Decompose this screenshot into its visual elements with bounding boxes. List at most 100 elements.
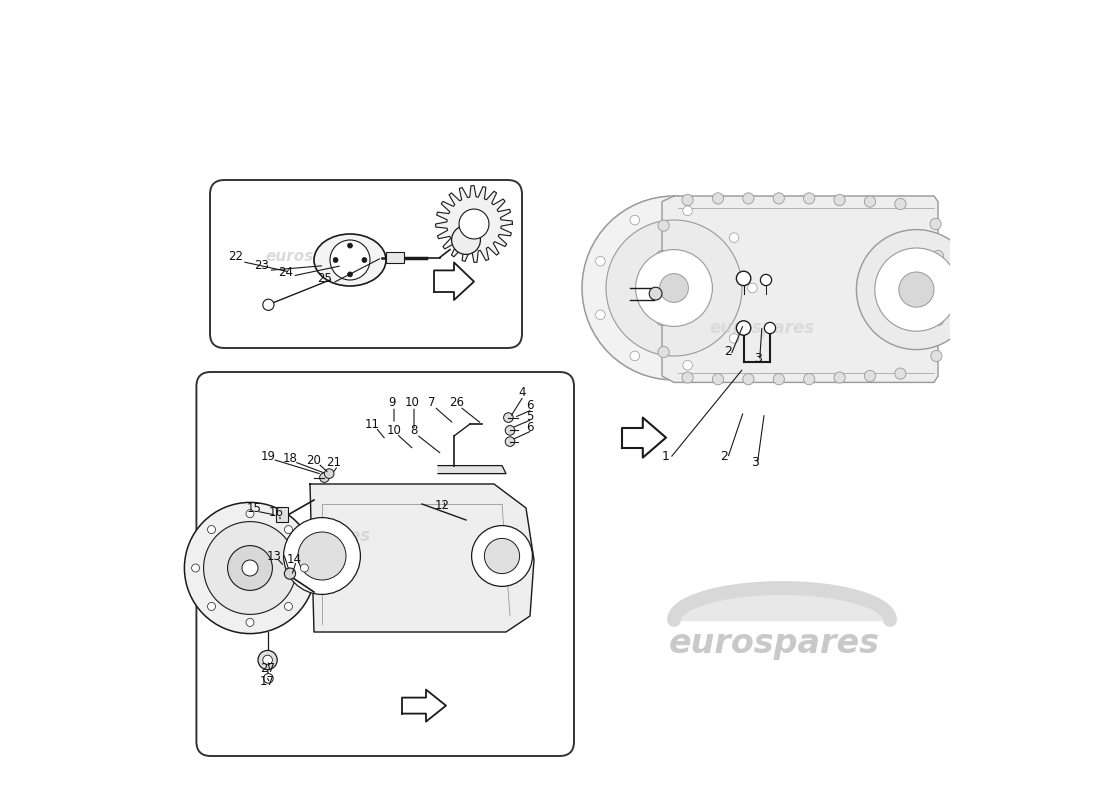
Circle shape	[660, 274, 689, 302]
Circle shape	[324, 469, 334, 478]
Circle shape	[459, 209, 490, 239]
Circle shape	[285, 526, 293, 534]
Text: 7: 7	[428, 396, 436, 409]
Circle shape	[933, 282, 944, 294]
Text: 2: 2	[720, 450, 728, 462]
Circle shape	[773, 374, 784, 385]
Circle shape	[899, 272, 934, 307]
Polygon shape	[434, 262, 474, 300]
Circle shape	[683, 361, 692, 370]
Text: 23: 23	[254, 259, 270, 272]
Circle shape	[857, 230, 977, 350]
Text: 12: 12	[434, 499, 450, 512]
Circle shape	[263, 655, 273, 665]
Circle shape	[246, 510, 254, 518]
Ellipse shape	[314, 234, 386, 286]
Circle shape	[748, 283, 757, 293]
Circle shape	[865, 370, 876, 382]
Circle shape	[362, 258, 366, 262]
FancyBboxPatch shape	[197, 372, 574, 756]
Text: eurospares: eurospares	[266, 249, 362, 263]
Circle shape	[258, 650, 277, 670]
Circle shape	[228, 546, 273, 590]
Circle shape	[582, 196, 766, 380]
Text: 18: 18	[283, 452, 297, 465]
Circle shape	[504, 413, 514, 422]
Circle shape	[208, 526, 216, 534]
Polygon shape	[662, 196, 938, 382]
Circle shape	[320, 473, 329, 482]
Circle shape	[300, 564, 308, 572]
Circle shape	[657, 314, 668, 326]
Circle shape	[729, 233, 739, 242]
Circle shape	[933, 250, 944, 262]
Circle shape	[204, 522, 296, 614]
Text: 14: 14	[286, 553, 301, 566]
Circle shape	[606, 220, 742, 356]
Circle shape	[931, 350, 942, 362]
Text: 26: 26	[449, 396, 464, 409]
Text: 4: 4	[518, 386, 526, 398]
Circle shape	[285, 568, 296, 579]
Text: 15: 15	[246, 502, 262, 514]
Text: eurospares: eurospares	[710, 319, 815, 337]
Circle shape	[658, 346, 669, 358]
Circle shape	[191, 564, 199, 572]
Text: 6: 6	[526, 399, 534, 412]
Text: 3: 3	[751, 456, 759, 469]
Circle shape	[874, 248, 958, 331]
Circle shape	[263, 299, 274, 310]
Text: 13: 13	[266, 550, 282, 562]
Circle shape	[773, 193, 784, 204]
Text: 6: 6	[526, 421, 534, 434]
Circle shape	[452, 226, 481, 254]
Circle shape	[630, 351, 639, 361]
Bar	[276, 507, 288, 522]
Circle shape	[729, 334, 739, 343]
Text: 8: 8	[410, 424, 418, 437]
Circle shape	[742, 374, 754, 385]
Text: 11: 11	[365, 418, 380, 430]
Circle shape	[865, 196, 876, 207]
Circle shape	[894, 368, 906, 379]
Text: 27: 27	[260, 662, 275, 674]
Polygon shape	[621, 418, 665, 458]
Circle shape	[505, 426, 515, 435]
Circle shape	[246, 618, 254, 626]
Circle shape	[636, 250, 713, 326]
Circle shape	[834, 194, 845, 206]
Polygon shape	[436, 186, 513, 262]
Text: 16: 16	[268, 506, 284, 518]
Circle shape	[330, 240, 370, 280]
Circle shape	[658, 220, 669, 231]
Circle shape	[242, 560, 258, 576]
Text: 2: 2	[724, 346, 732, 358]
Text: 21: 21	[327, 456, 341, 469]
Circle shape	[333, 258, 338, 262]
Circle shape	[713, 193, 724, 204]
Circle shape	[649, 287, 662, 300]
Circle shape	[742, 193, 754, 204]
Text: 22: 22	[228, 250, 243, 262]
Polygon shape	[310, 484, 534, 632]
Circle shape	[505, 437, 515, 446]
Circle shape	[284, 518, 361, 594]
Circle shape	[348, 272, 352, 277]
Circle shape	[682, 372, 693, 383]
Circle shape	[736, 321, 751, 335]
Circle shape	[894, 198, 906, 210]
Bar	[386, 252, 404, 263]
Text: 25: 25	[317, 272, 332, 285]
Text: eurospares: eurospares	[265, 527, 371, 545]
Circle shape	[348, 243, 352, 248]
Text: eurospares: eurospares	[669, 627, 880, 661]
Polygon shape	[402, 690, 446, 722]
FancyBboxPatch shape	[210, 180, 522, 348]
Circle shape	[264, 674, 273, 683]
Circle shape	[630, 215, 639, 225]
Circle shape	[298, 532, 346, 580]
Circle shape	[285, 602, 293, 610]
Circle shape	[682, 194, 693, 206]
Circle shape	[595, 256, 605, 266]
Text: 20: 20	[307, 454, 321, 466]
